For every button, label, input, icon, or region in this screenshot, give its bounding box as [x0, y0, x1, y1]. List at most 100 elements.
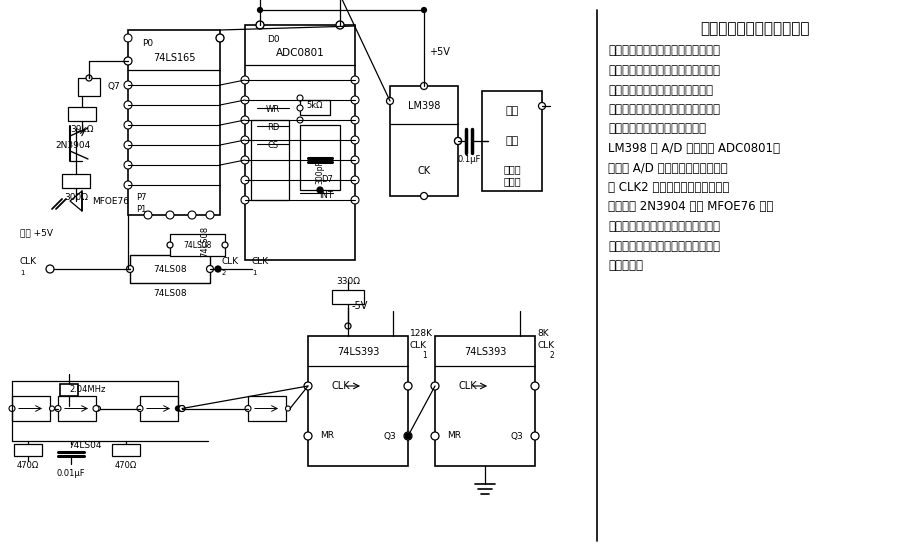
Bar — [58, 396, 96, 421]
Text: INT: INT — [319, 191, 333, 199]
Circle shape — [431, 432, 439, 440]
Circle shape — [46, 265, 54, 273]
Circle shape — [387, 98, 393, 105]
Circle shape — [454, 138, 462, 144]
Circle shape — [124, 34, 132, 42]
Circle shape — [297, 105, 303, 111]
Bar — [482, 91, 542, 191]
Circle shape — [124, 181, 132, 189]
Bar — [308, 336, 408, 466]
Circle shape — [9, 406, 15, 412]
Text: Q3: Q3 — [383, 431, 396, 440]
Text: P1: P1 — [136, 206, 147, 214]
Polygon shape — [70, 191, 82, 211]
Circle shape — [351, 156, 359, 164]
Text: 0.01μF: 0.01μF — [56, 468, 85, 478]
Text: 470Ω: 470Ω — [114, 461, 138, 469]
Bar — [60, 384, 78, 396]
Bar — [112, 444, 140, 456]
Text: CK: CK — [417, 166, 430, 176]
Circle shape — [351, 136, 359, 144]
Text: 5kΩ: 5kΩ — [306, 100, 323, 110]
Text: 1: 1 — [422, 352, 426, 360]
Text: LM398: LM398 — [408, 101, 440, 111]
Text: CLK: CLK — [410, 342, 427, 350]
Circle shape — [55, 406, 61, 412]
Text: 74LS04: 74LS04 — [68, 440, 102, 450]
Text: 300pF: 300pF — [316, 160, 325, 184]
Circle shape — [215, 266, 221, 272]
Bar — [435, 336, 535, 466]
Bar — [14, 444, 42, 456]
Circle shape — [241, 116, 249, 124]
Text: 74LS08: 74LS08 — [184, 240, 211, 250]
Text: 74LS08: 74LS08 — [153, 264, 186, 273]
Circle shape — [241, 96, 249, 104]
Circle shape — [351, 116, 359, 124]
Circle shape — [166, 211, 174, 219]
Circle shape — [345, 323, 351, 329]
Text: 39kΩ: 39kΩ — [70, 126, 94, 134]
Circle shape — [351, 76, 359, 84]
Text: 冲 CLK2 定时启动后送到移位寄存: 冲 CLK2 定时启动后送到移位寄存 — [608, 181, 729, 194]
Text: P7: P7 — [136, 193, 147, 203]
Circle shape — [421, 83, 427, 89]
Circle shape — [351, 96, 359, 104]
Circle shape — [245, 406, 251, 412]
Text: 现场信号与控制部分之间，在远距进: 现场信号与控制部分之间，在远距进 — [608, 45, 720, 57]
Text: 2.04MHz: 2.04MHz — [70, 386, 106, 395]
Text: 470Ω: 470Ω — [17, 461, 39, 469]
Text: 器，再经 2N3904 驱动 MFOE76 进行: 器，再经 2N3904 驱动 MFOE76 进行 — [608, 201, 773, 213]
Text: CLK: CLK — [20, 257, 37, 267]
Circle shape — [207, 266, 213, 273]
Circle shape — [241, 156, 249, 164]
Circle shape — [297, 95, 303, 101]
Text: CLK: CLK — [459, 381, 477, 391]
Circle shape — [336, 21, 344, 29]
Circle shape — [431, 382, 439, 390]
Text: 现场信号经滤波、放大后送采样: 现场信号经滤波、放大后送采样 — [608, 122, 706, 136]
Text: 采样和 A/D 转换电路由同一时钟脉: 采样和 A/D 转换电路由同一时钟脉 — [608, 161, 727, 175]
Text: MR: MR — [447, 431, 461, 440]
Text: MR: MR — [320, 431, 334, 440]
Circle shape — [144, 211, 152, 219]
Text: 力，保证系统检测信号的可靠传输。: 力，保证系统检测信号的可靠传输。 — [608, 103, 720, 116]
Text: 1: 1 — [252, 270, 257, 276]
Circle shape — [222, 242, 228, 248]
Circle shape — [531, 432, 539, 440]
Circle shape — [124, 101, 132, 109]
Text: Q7: Q7 — [108, 83, 121, 91]
Text: 中未画出。: 中未画出。 — [608, 259, 643, 272]
Circle shape — [177, 406, 183, 411]
Text: 74LS165: 74LS165 — [152, 53, 196, 63]
Circle shape — [256, 21, 264, 29]
Circle shape — [351, 176, 359, 184]
Bar — [140, 396, 178, 421]
Bar — [170, 234, 225, 256]
Text: 330Ω: 330Ω — [336, 278, 360, 287]
Circle shape — [241, 176, 249, 184]
Circle shape — [137, 406, 143, 412]
Circle shape — [538, 102, 545, 110]
Circle shape — [421, 192, 427, 199]
Text: 用光纤传输可提高信号的抗干扰能: 用光纤传输可提高信号的抗干扰能 — [608, 84, 713, 96]
Text: D7: D7 — [321, 176, 333, 185]
Bar — [390, 86, 458, 196]
Circle shape — [95, 406, 101, 411]
Text: 300Ω: 300Ω — [64, 192, 88, 202]
Text: CLK: CLK — [222, 257, 239, 267]
Circle shape — [317, 187, 323, 193]
Bar — [12, 396, 50, 421]
Circle shape — [304, 382, 312, 390]
Text: 128K: 128K — [410, 329, 433, 338]
Text: 行传输过程中容易衰减和受干扰。采: 行传输过程中容易衰减和受干扰。采 — [608, 64, 720, 77]
Circle shape — [285, 406, 291, 411]
Text: 8K: 8K — [537, 329, 548, 338]
Text: 光纤 +5V: 光纤 +5V — [20, 229, 53, 237]
Bar — [128, 30, 220, 215]
Text: CLK: CLK — [331, 381, 350, 391]
Circle shape — [258, 8, 262, 13]
Text: MFOE76: MFOE76 — [92, 197, 129, 206]
Circle shape — [124, 121, 132, 129]
Circle shape — [422, 8, 426, 13]
